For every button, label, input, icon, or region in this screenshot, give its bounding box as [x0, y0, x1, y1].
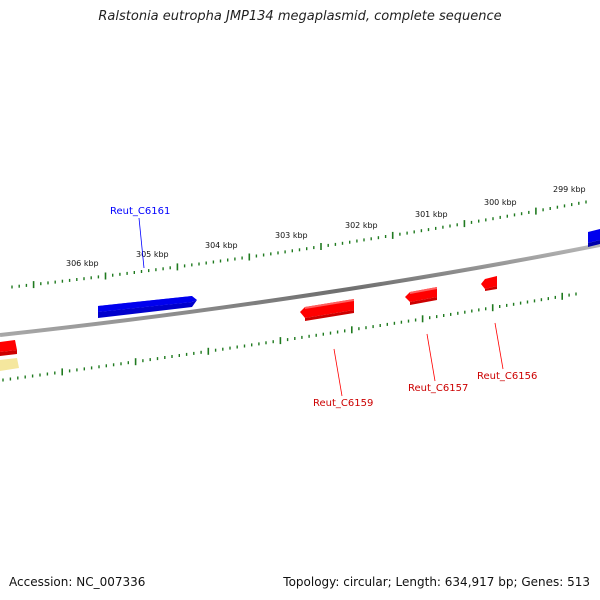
topology-summary: Topology: circular; Length: 634,917 bp; …: [283, 575, 590, 589]
leader-line-c6161: [138, 217, 145, 269]
leader-line-c6159: [333, 348, 343, 397]
scale-label-304: 304 kbp: [205, 241, 238, 250]
outer-tick-ring: [11, 200, 587, 289]
gene-reut-c6161[interactable]: [98, 296, 197, 318]
map-title: Ralstonia eutropha JMP134 megaplasmid, c…: [98, 9, 502, 24]
scale-label-302: 302 kbp: [345, 221, 378, 230]
gene-label-c6159: Reut_C6159: [313, 398, 373, 409]
plasmid-backbone: [0, 243, 600, 337]
gene-label-c6161: Reut_C6161: [110, 206, 170, 217]
gene-reut-c6159[interactable]: [300, 299, 354, 321]
gene-reut-c6157[interactable]: [405, 287, 437, 305]
leader-line-c6157: [426, 333, 436, 382]
accession-label: Accession: NC_007336: [9, 575, 146, 589]
scale-label-299: 299 kbp: [553, 185, 586, 194]
gene-label-c6157: Reut_C6157: [408, 383, 468, 394]
scale-label-305: 305 kbp: [136, 250, 169, 259]
gene-partial-red-left[interactable]: [0, 340, 17, 356]
scale-label-300: 300 kbp: [484, 198, 517, 207]
scale-label-301: 301 kbp: [415, 210, 448, 219]
gene-reut-c6156[interactable]: [481, 276, 497, 291]
scale-label-303: 303 kbp: [275, 231, 308, 240]
scale-label-306: 306 kbp: [66, 259, 99, 268]
gene-label-c6156: Reut_C6156: [477, 371, 537, 382]
inner-tick-ring: [2, 292, 577, 382]
leader-line-c6156: [494, 322, 504, 370]
feature-partial-yellow-left[interactable]: [0, 358, 19, 371]
gene-partial-blue-right[interactable]: [588, 229, 600, 247]
